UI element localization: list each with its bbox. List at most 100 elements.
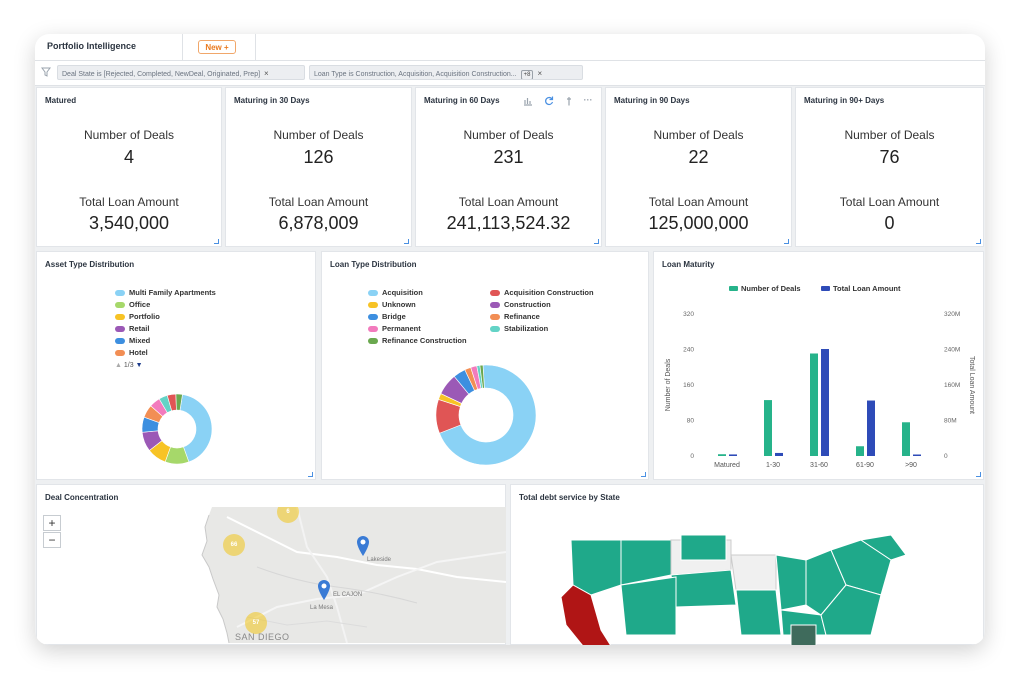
filter-icon[interactable] — [40, 66, 52, 78]
resize-handle[interactable] — [784, 239, 789, 244]
amount-label: Total Loan Amount — [79, 195, 179, 209]
resize-handle[interactable] — [214, 239, 219, 244]
more-icon[interactable]: ··· — [583, 95, 593, 105]
legend-item[interactable]: Hotel — [115, 348, 148, 357]
donut-slice[interactable] — [439, 364, 537, 466]
legend-item[interactable]: Construction — [490, 300, 551, 309]
card-title: Maturing in 90 Days — [614, 96, 690, 105]
kpi-card-90-plus-days: Maturing in 90+ Days Number of Deals 76 … — [795, 87, 984, 247]
legend-swatch — [729, 286, 738, 291]
bar-total-loan-amount[interactable] — [913, 454, 921, 457]
amount-label: Total Loan Amount — [458, 195, 559, 209]
deals-label: Number of Deals — [653, 128, 744, 142]
legend-item[interactable]: Refinance — [490, 312, 540, 321]
zoom-out-button[interactable]: − — [43, 532, 61, 548]
page-down-icon[interactable]: ▼ — [135, 362, 143, 369]
y-tick-label: 240 — [683, 347, 694, 354]
legend-item[interactable]: Multi Family Apartments — [115, 288, 216, 297]
donut-slice[interactable] — [179, 394, 213, 463]
legend-label: Bridge — [382, 312, 406, 321]
legend-swatch — [368, 290, 378, 297]
filter-chip-loan-type[interactable]: Loan Type is Construction, Acquisition, … — [309, 65, 583, 80]
deals-value: 22 — [688, 147, 709, 167]
y2-tick-label: 160M — [944, 382, 960, 389]
page-up-icon[interactable]: ▲ — [115, 362, 122, 369]
deals-value: 4 — [123, 147, 134, 167]
legend-item[interactable]: Acquisition Construction — [490, 288, 594, 297]
legend-item[interactable]: Refinance Construction — [368, 336, 467, 345]
kpi-card-60-days: Maturing in 60 Days Number of Deals 231 … — [415, 87, 602, 247]
filter-chip-deal-state[interactable]: Deal State is [Rejected, Completed, NewD… — [57, 65, 305, 80]
card-title: Asset Type Distribution — [45, 260, 135, 269]
legend-label: Stabilization — [504, 324, 549, 333]
bar-number-of-deals[interactable] — [902, 422, 910, 456]
amount-value: 241,113,524.32 — [446, 213, 571, 233]
legend-swatch — [115, 350, 125, 357]
close-icon[interactable]: × — [537, 69, 543, 78]
y2-tick-label: 0 — [944, 453, 948, 460]
legend-item[interactable]: Permanent — [368, 324, 421, 333]
resize-handle[interactable] — [404, 239, 409, 244]
bar-number-of-deals[interactable] — [856, 446, 864, 456]
legend-item[interactable]: Retail — [115, 324, 149, 333]
deals-value: 76 — [879, 147, 900, 167]
resize-handle[interactable] — [976, 239, 981, 244]
loan-maturity-chart: Number of Deals Total Loan Amount 0 80 160 24… — [665, 284, 975, 469]
zoom-in-button[interactable]: + — [43, 515, 61, 531]
map[interactable]: 6 66 57 Lakeside EL CAJON La Mesa SAN DI… — [37, 507, 506, 643]
map-label: La Mesa — [310, 605, 334, 611]
map-label: EL CAJON — [333, 592, 363, 598]
bar-total-loan-amount[interactable] — [729, 454, 737, 456]
x-tick-label: 1-30 — [766, 462, 780, 469]
us-state-map[interactable] — [561, 535, 921, 645]
legend-item[interactable]: Stabilization — [490, 324, 548, 333]
location-pin-icon[interactable] — [356, 535, 370, 557]
donut-slice[interactable] — [175, 393, 183, 411]
divider — [182, 34, 183, 60]
close-icon[interactable]: × — [264, 69, 269, 78]
legend-item[interactable]: Mixed — [115, 336, 150, 345]
y-tick-label: 0 — [690, 453, 694, 460]
pin-icon[interactable] — [564, 96, 574, 106]
bar-number-of-deals[interactable] — [718, 454, 726, 456]
legend-item[interactable]: Portfolio — [115, 312, 160, 321]
legend-pager[interactable]: ▲ 1/3 ▼ — [115, 362, 143, 369]
card-title: Maturing in 60 Days — [424, 96, 500, 105]
y2-tick-label: 320M — [944, 311, 960, 318]
refresh-icon[interactable] — [544, 96, 554, 106]
more-filters-badge[interactable]: +8 — [520, 70, 534, 79]
resize-handle[interactable] — [594, 239, 599, 244]
legend-item[interactable]: Acquisition — [368, 288, 423, 297]
legend-label[interactable]: Total Loan Amount — [833, 284, 901, 293]
amount-label: Total Loan Amount — [268, 195, 369, 209]
bar-total-loan-amount[interactable] — [867, 400, 875, 456]
y-tick-label: 80 — [687, 418, 695, 425]
legend-swatch — [490, 314, 500, 321]
resize-handle[interactable] — [641, 472, 646, 477]
bar-number-of-deals[interactable] — [764, 400, 772, 456]
legend-item[interactable]: Office — [115, 300, 150, 309]
legend-label: Mixed — [129, 336, 151, 345]
bar-total-loan-amount[interactable] — [821, 349, 829, 456]
legend-item[interactable]: Bridge — [368, 312, 406, 321]
pager-text: 1/3 — [123, 362, 134, 369]
y-tick-label: 320 — [683, 311, 694, 318]
bar-chart-icon[interactable] — [523, 96, 533, 106]
map-cluster[interactable]: 66 — [223, 534, 245, 556]
map-label: Lakeside — [367, 557, 392, 563]
bar-number-of-deals[interactable] — [810, 353, 818, 456]
donut-slice[interactable] — [479, 364, 485, 389]
resize-handle[interactable] — [976, 472, 981, 477]
location-pin-icon[interactable] — [317, 579, 331, 601]
legend-label[interactable]: Number of Deals — [741, 284, 801, 293]
amount-value: 125,000,000 — [648, 213, 749, 233]
card-title: Total debt service by State — [519, 493, 620, 502]
map-cluster[interactable]: 57 — [245, 612, 267, 634]
loan-maturity-card: Loan Maturity Number of Deals Total Loan … — [653, 251, 984, 480]
new-button[interactable]: New + — [198, 40, 236, 54]
deals-label: Number of Deals — [844, 128, 935, 142]
map-cluster[interactable]: 6 — [277, 507, 299, 523]
resize-handle[interactable] — [308, 472, 313, 477]
legend-item[interactable]: Unknown — [368, 300, 416, 309]
bar-total-loan-amount[interactable] — [775, 452, 783, 456]
